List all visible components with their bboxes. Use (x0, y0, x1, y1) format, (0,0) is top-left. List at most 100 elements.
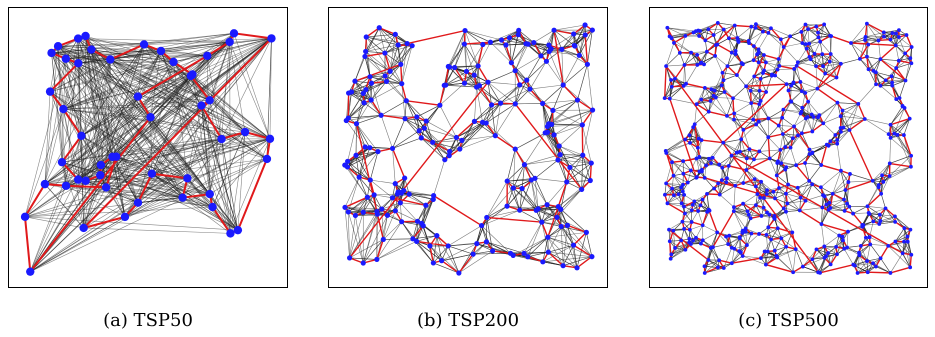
graph-node (790, 230, 795, 235)
graph-node (554, 214, 560, 220)
graph-node (873, 70, 878, 75)
graph-node (838, 168, 843, 173)
graph-node (240, 127, 250, 137)
graph-node (687, 133, 692, 138)
graph-node (767, 212, 772, 217)
graph-node (672, 41, 676, 45)
graph-node (738, 149, 742, 154)
graph-node (894, 66, 899, 70)
graph-node (556, 143, 562, 149)
graph-node (582, 32, 588, 38)
graph-node (905, 234, 910, 239)
graph-node (61, 54, 71, 63)
graph-node (722, 90, 727, 94)
graph-node (665, 25, 670, 30)
graph-node (79, 223, 88, 233)
graph-node (796, 133, 800, 138)
graph-node (681, 159, 686, 164)
graph-node (689, 220, 694, 224)
graph-node (799, 30, 804, 34)
graph-node (694, 175, 699, 180)
graph-node (401, 187, 407, 194)
graph-node (662, 96, 667, 101)
graph-node (821, 193, 825, 198)
graph-node (262, 154, 272, 164)
graph-node (702, 175, 707, 180)
graph-node (571, 31, 577, 37)
graph-node (430, 139, 436, 145)
graph-node (752, 177, 757, 182)
graph-node (764, 60, 768, 65)
graph-node (558, 206, 564, 212)
graph-node (720, 165, 725, 170)
graph-node (57, 157, 67, 167)
graph-node (798, 80, 803, 84)
graph-node (584, 61, 590, 67)
graph-node (706, 109, 711, 114)
graph-node (744, 84, 749, 89)
graph-node (900, 104, 905, 108)
graph-node (430, 260, 436, 266)
graph-node (771, 189, 776, 194)
graph-node (551, 27, 557, 33)
graph-node (395, 42, 401, 48)
graph-node (752, 74, 757, 79)
graph-node (775, 226, 780, 231)
graph-node (827, 59, 832, 64)
graph-node (45, 87, 55, 96)
graph-node (462, 27, 468, 34)
nodes (342, 22, 596, 276)
graph-node (828, 262, 833, 267)
graph-node (751, 58, 756, 63)
graph-node (680, 219, 685, 224)
graph-node (669, 36, 674, 41)
graph-node (756, 47, 761, 52)
graph-node (197, 101, 206, 110)
graph-node (756, 119, 761, 124)
graph-node (705, 191, 709, 196)
graph-node (557, 152, 563, 158)
graph-node (773, 73, 777, 78)
graph-node (544, 123, 551, 130)
graph-node (779, 236, 784, 241)
graph-node (835, 141, 840, 146)
graph-node (690, 202, 695, 207)
graph-node (352, 78, 358, 84)
graph-node (540, 100, 546, 107)
graph-node (739, 137, 744, 142)
graph-node (828, 52, 833, 56)
graph-node (203, 51, 212, 60)
graph-node (741, 181, 746, 185)
graph-node (882, 34, 886, 39)
graph-node (731, 96, 735, 101)
graph-node (800, 264, 805, 269)
graph-node (504, 178, 510, 184)
graph-node (583, 229, 589, 235)
graph-node (362, 53, 368, 60)
graph-node (342, 204, 348, 210)
graph-node (439, 258, 445, 264)
graph-node (363, 87, 369, 93)
graph-node (700, 238, 705, 243)
graph-node (692, 122, 697, 127)
graph-node (485, 79, 491, 85)
graph-node (770, 72, 774, 77)
graph-node (902, 226, 907, 231)
graph-node (765, 249, 770, 254)
graph-node (479, 119, 486, 125)
graph-node (843, 188, 848, 192)
graph-node (682, 192, 687, 197)
graph-node (863, 35, 868, 39)
graph-node (780, 132, 785, 136)
graph-node (403, 98, 409, 104)
graph-node (673, 76, 677, 81)
graph-node (786, 182, 790, 187)
graph-node (73, 175, 83, 184)
graph-node (799, 109, 804, 114)
caption-tsp200: (b) TSP200 (416, 310, 520, 331)
graph-node (360, 90, 366, 96)
graph-node (683, 211, 687, 216)
graph-node (382, 73, 388, 79)
graph-node (865, 204, 870, 209)
graph-node (759, 256, 763, 261)
